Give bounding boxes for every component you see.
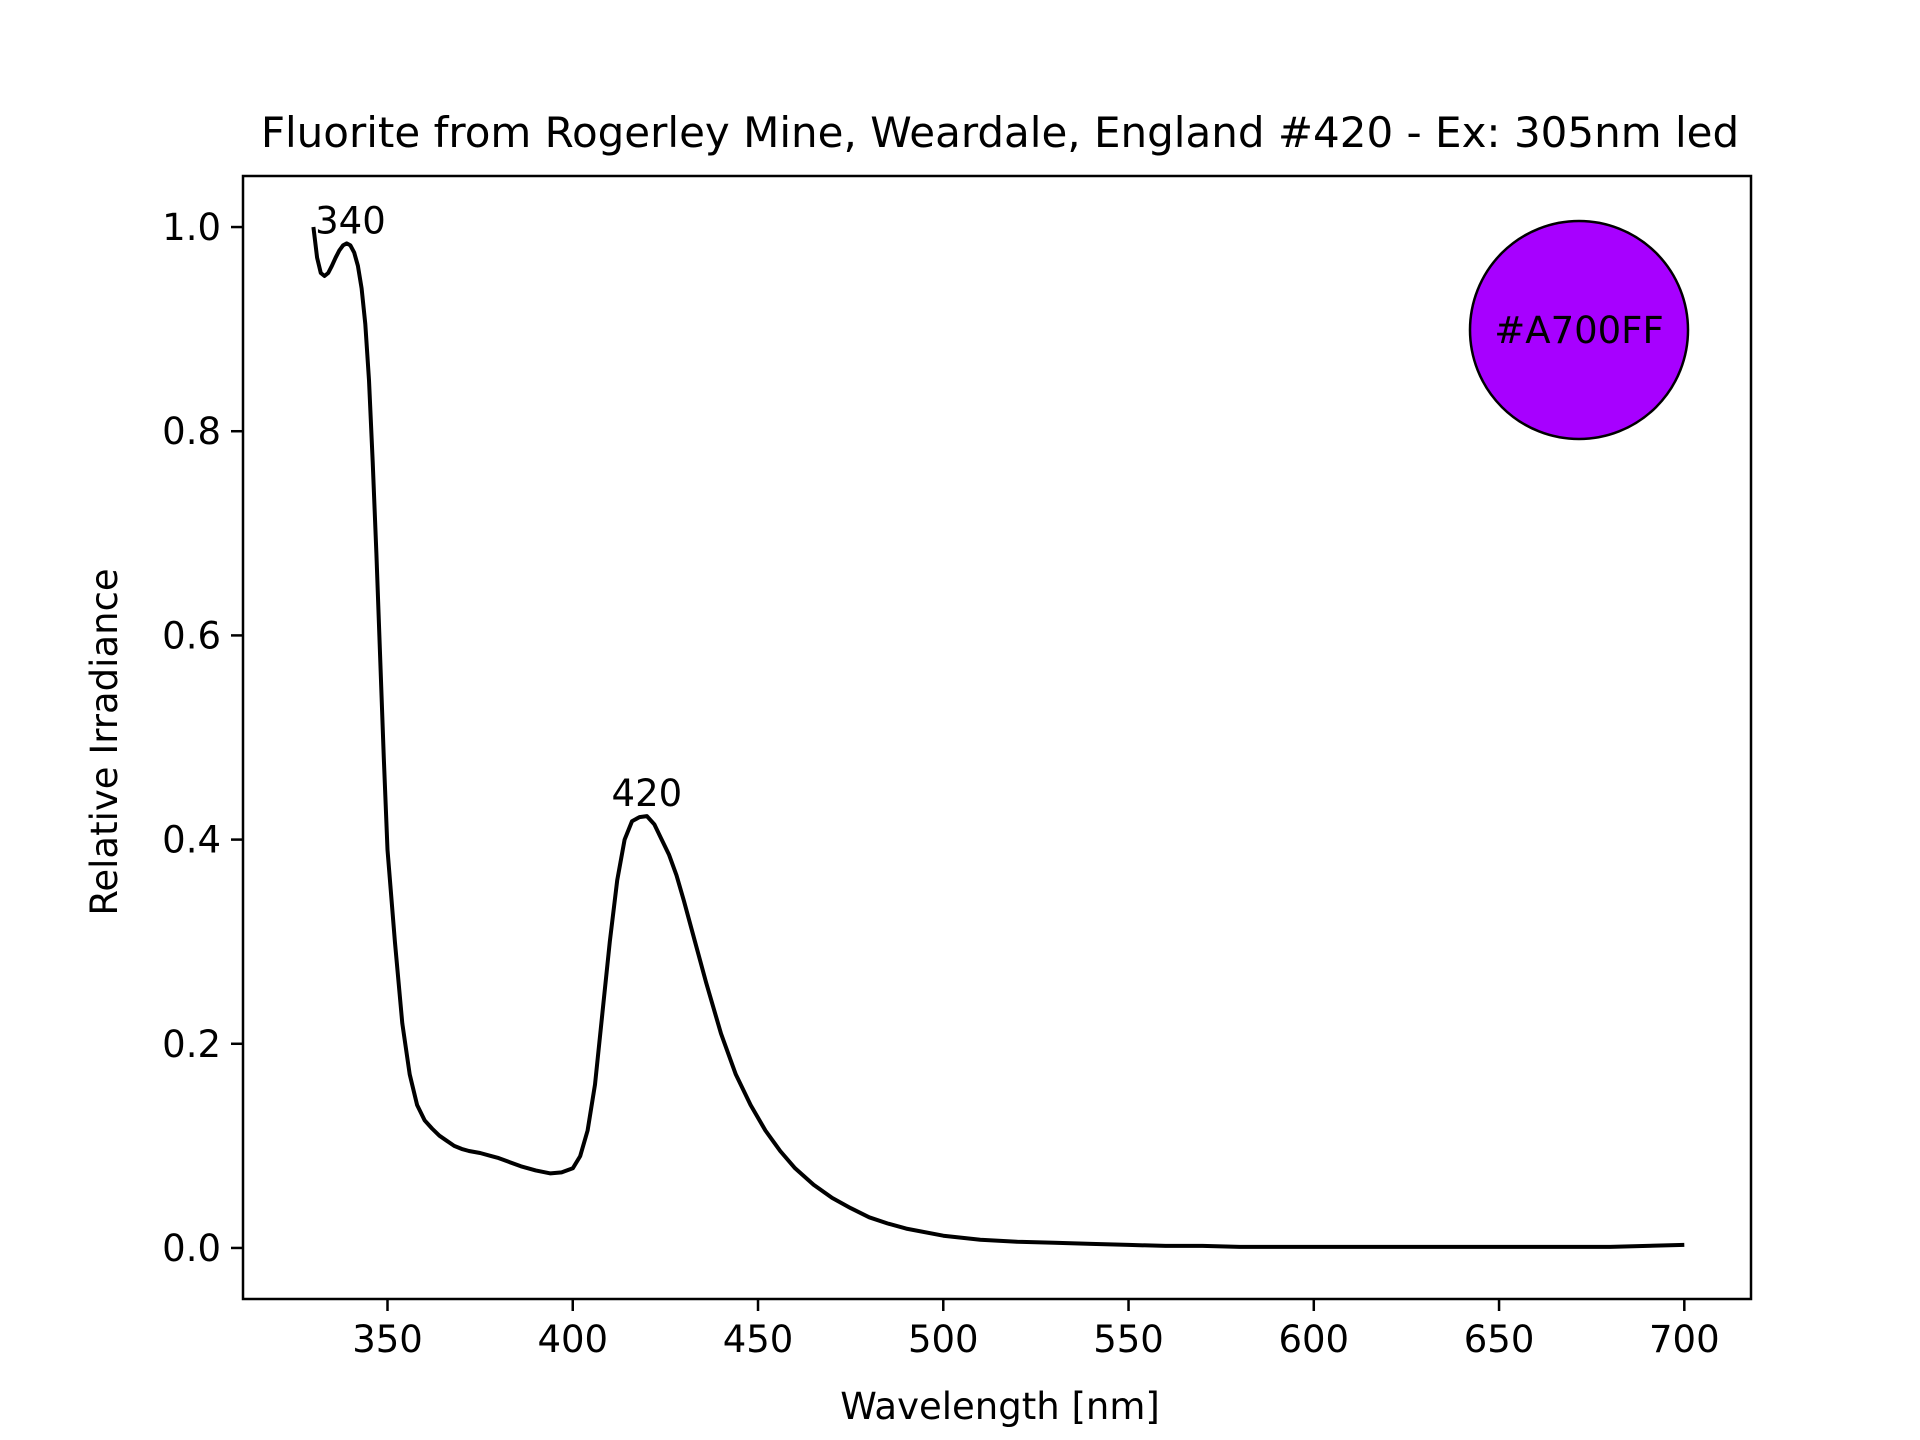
y-axis-ticks: 0.0 0.2 0.4 0.6 0.8 1.0 [162,206,243,1270]
x-tick-label: 650 [1464,1318,1535,1361]
chart-title: Fluorite from Rogerley Mine, Weardale, E… [261,108,1739,157]
x-tick-label: 450 [723,1318,794,1361]
y-axis-label: Relative Irradiance [83,568,126,915]
y-tick-label: 1.0 [162,206,221,249]
x-tick-label: 550 [1093,1318,1164,1361]
peak-label: 340 [315,199,386,242]
plot-frame [241,174,1753,1301]
x-axis-label: Wavelength [nm] [840,1385,1160,1428]
x-tick-label: 350 [352,1318,423,1361]
plot-area: 350 400 450 500 550 600 650 700 0.0 0.2 0.4 0.6 0.8… [162,174,1753,1361]
y-tick-label: 0.8 [162,410,221,453]
peak-annotations: 340 420 [315,199,682,815]
peak-label: 420 [612,772,683,815]
y-tick-label: 0.6 [162,614,221,657]
y-tick-label: 0.0 [162,1227,221,1270]
color-swatch-circle [1468,219,1690,441]
x-tick-label: 700 [1649,1318,1720,1361]
x-axis-ticks: 350 400 450 500 550 600 650 700 [352,1299,1720,1361]
color-swatch: #A700FF [1468,219,1690,441]
color-swatch-label: #A700FF [1494,309,1664,352]
x-tick-label: 500 [908,1318,979,1361]
series-line-irradiance [311,226,1685,1249]
y-tick-label: 0.2 [162,1023,221,1066]
y-tick-label: 0.4 [162,819,221,862]
x-tick-label: 600 [1278,1318,1349,1361]
x-tick-label: 400 [537,1318,608,1361]
